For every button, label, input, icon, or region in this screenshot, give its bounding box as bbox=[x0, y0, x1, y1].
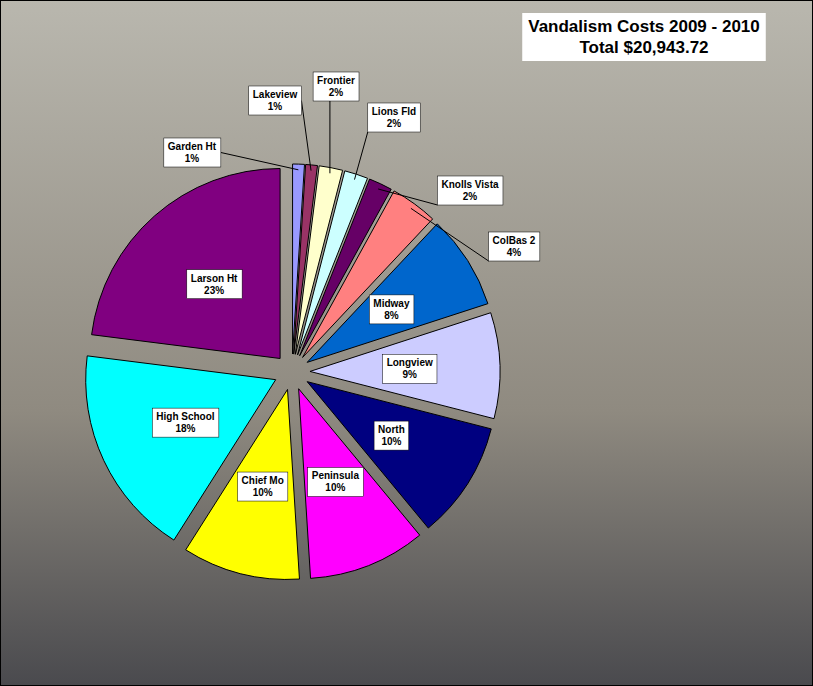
slice-name: Lakeview bbox=[253, 89, 298, 100]
title: Vandalism Costs 2009 - 2010 bbox=[528, 17, 760, 36]
slice-value: 4% bbox=[507, 247, 522, 258]
label-box bbox=[383, 354, 437, 383]
slice-value: 9% bbox=[402, 369, 417, 380]
data-labels: Garden Ht1%Lakeview1%Frontier2%Lions Fld… bbox=[152, 72, 540, 501]
pie bbox=[86, 164, 500, 579]
slice-name: Longview bbox=[387, 357, 433, 368]
slice-name: Lions Fld bbox=[372, 106, 416, 117]
slice-name: North bbox=[378, 424, 405, 435]
slice-label: Chief Mo10% bbox=[238, 472, 288, 501]
slice-value: 23% bbox=[204, 285, 224, 296]
slice-value: 2% bbox=[387, 118, 402, 129]
slice-name: Midway bbox=[373, 298, 410, 309]
leader-line bbox=[301, 101, 311, 171]
slice-name: Larson Ht bbox=[191, 273, 238, 284]
slice-value: 2% bbox=[463, 191, 478, 202]
label-box bbox=[437, 176, 502, 205]
slice-value: 2% bbox=[329, 87, 344, 98]
label-box bbox=[489, 232, 540, 261]
slice-label: Lions Fld2% bbox=[368, 103, 420, 132]
background bbox=[1, 1, 813, 686]
slice-label: Longview9% bbox=[383, 354, 437, 383]
slice bbox=[92, 168, 281, 358]
slice-label: High School18% bbox=[152, 408, 219, 437]
leader-line bbox=[411, 208, 489, 261]
label-box bbox=[313, 72, 359, 101]
label-box bbox=[249, 86, 302, 115]
slice-value: 10% bbox=[253, 487, 273, 498]
leader-line bbox=[329, 101, 330, 173]
label-box bbox=[368, 103, 420, 132]
leader-line bbox=[355, 132, 368, 180]
subtitle: Total $20,943.72 bbox=[579, 38, 708, 57]
slice-label: Knolls Vista2% bbox=[437, 176, 502, 205]
slice-name: Garden Ht bbox=[168, 141, 217, 152]
slice-value: 1% bbox=[185, 153, 200, 164]
slice-name: Knolls Vista bbox=[441, 179, 498, 190]
label-box bbox=[369, 295, 414, 324]
slice-label: Peninsula10% bbox=[308, 467, 364, 496]
slice-label: Larson Ht23% bbox=[187, 270, 242, 299]
label-box bbox=[164, 138, 221, 167]
slice-label: Lakeview1% bbox=[249, 86, 302, 115]
slice-label: Garden Ht1% bbox=[164, 138, 221, 167]
slice-value: 1% bbox=[268, 101, 283, 112]
label-box bbox=[187, 270, 242, 299]
slice-name: Frontier bbox=[317, 75, 355, 86]
slice-label: Frontier2% bbox=[313, 72, 359, 101]
chart: Garden Ht1%Lakeview1%Frontier2%Lions Fld… bbox=[0, 0, 813, 686]
slice-value: 10% bbox=[381, 436, 401, 447]
slice-value: 10% bbox=[325, 482, 345, 493]
slice-name: ColBas 2 bbox=[493, 235, 536, 246]
slice-label: North10% bbox=[374, 421, 409, 450]
slice bbox=[299, 389, 420, 579]
label-box bbox=[152, 408, 219, 437]
title-block: Vandalism Costs 2009 - 2010 Total $20,943… bbox=[522, 13, 766, 61]
leader-line bbox=[221, 153, 299, 170]
leader-line bbox=[378, 189, 437, 205]
title-box bbox=[522, 13, 766, 61]
slice-value: 8% bbox=[384, 310, 399, 321]
label-box bbox=[374, 421, 409, 450]
slice-label: ColBas 24% bbox=[489, 232, 540, 261]
slice-value: 18% bbox=[175, 423, 195, 434]
slice bbox=[86, 356, 276, 540]
label-box bbox=[238, 472, 288, 501]
slice-name: Chief Mo bbox=[242, 475, 284, 486]
slice-name: High School bbox=[156, 411, 215, 422]
slice-label: Midway8% bbox=[369, 295, 414, 324]
slice-name: Peninsula bbox=[312, 470, 360, 481]
label-box bbox=[308, 467, 364, 496]
